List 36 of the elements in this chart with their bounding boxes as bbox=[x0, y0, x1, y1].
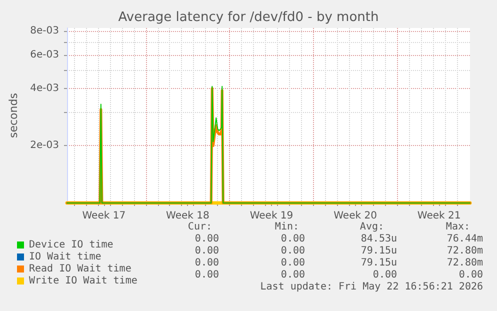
legend-label: Write IO Wait time bbox=[29, 276, 138, 286]
x-tick-label: Week 17 bbox=[82, 210, 126, 222]
text: 0.00 bbox=[280, 234, 306, 244]
x-tick-label: Week 21 bbox=[417, 210, 461, 222]
legend-label: Read IO Wait time bbox=[29, 264, 132, 274]
text: Min: bbox=[274, 222, 300, 232]
text: 0.00 bbox=[280, 270, 306, 280]
text: 76.44m bbox=[446, 234, 483, 244]
x-tick-label: Week 19 bbox=[250, 210, 294, 222]
text: Max: bbox=[446, 222, 470, 232]
text: 84.53u bbox=[360, 234, 397, 244]
chart-title: Average latency for /dev/fd0 - by month bbox=[118, 10, 379, 25]
text: 0.00 bbox=[280, 246, 306, 256]
text: 0.00 bbox=[458, 270, 484, 280]
y-tick-label: 6e-03 bbox=[30, 49, 59, 60]
x-tick-label: Week 20 bbox=[334, 210, 377, 222]
text: 79.15u bbox=[360, 258, 397, 268]
y-tick-label: 4e-03 bbox=[30, 82, 59, 94]
text: Avg: bbox=[360, 222, 384, 232]
text: 0.00 bbox=[372, 270, 398, 280]
text: 0.00 bbox=[194, 258, 220, 268]
y-tick-label: 8e-03 bbox=[30, 26, 59, 37]
text: 0.00 bbox=[194, 234, 220, 244]
legend-label: Device IO time bbox=[29, 240, 114, 250]
x-tick-label: Week 18 bbox=[166, 210, 210, 222]
y-axis-title: seconds bbox=[7, 92, 20, 138]
text: 0.00 bbox=[280, 258, 306, 268]
text: Last update: Fri May 22 16:56:21 2026 bbox=[260, 282, 484, 292]
legend-label: IO Wait time bbox=[29, 252, 102, 262]
text: Cur: bbox=[188, 222, 212, 232]
text: 72.80m bbox=[446, 258, 483, 268]
text: 79.15u bbox=[360, 246, 397, 256]
text: 0.00 bbox=[194, 270, 220, 280]
text: 72.80m bbox=[446, 246, 483, 256]
y-tick-label: 2e-03 bbox=[30, 140, 59, 152]
text: 0.00 bbox=[194, 246, 220, 256]
